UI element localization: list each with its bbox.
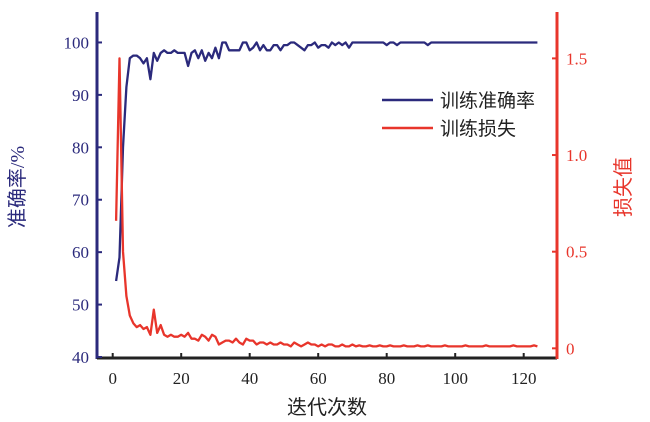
y-axis-label-right: 损失值 <box>612 157 635 217</box>
axes: 0 20 40 60 80 100 120 40 50 60 70 80 90 100 0 0.5 1.0 1.5 <box>64 12 587 388</box>
legend-label-accuracy: 训练准确率 <box>440 90 535 112</box>
legend: 训练准确率 训练损失 <box>382 90 535 140</box>
x-tick-label: 0 <box>108 369 117 388</box>
loss-series-line <box>114 57 538 348</box>
y-right-tick-label: 1.5 <box>566 49 587 68</box>
plot-lines <box>114 41 538 348</box>
y-left-tick-label: 80 <box>72 138 89 157</box>
x-tick-label: 60 <box>310 369 327 388</box>
y-left-tick-label: 100 <box>64 33 90 52</box>
y-right-tick-label: 0.5 <box>566 243 587 262</box>
y-left-tick-label: 50 <box>72 296 89 315</box>
y-axis-label-left: 准确率/% <box>6 146 29 228</box>
y-left-tick-label: 40 <box>72 348 89 367</box>
y-right-tick-label: 1.0 <box>566 146 587 165</box>
x-tick-label: 40 <box>241 369 258 388</box>
x-tick-label: 20 <box>173 369 190 388</box>
legend-label-loss: 训练损失 <box>440 118 516 140</box>
y-left-tick-label: 70 <box>72 191 89 210</box>
x-tick-label: 120 <box>511 369 537 388</box>
y-right-tick-label: 0 <box>566 339 575 358</box>
x-tick-label: 100 <box>442 369 468 388</box>
y-left-tick-label: 60 <box>72 243 89 262</box>
y-left-tick-label: 90 <box>72 86 89 105</box>
accuracy-series-line <box>114 41 538 282</box>
x-tick-label: 80 <box>378 369 395 388</box>
x-axis-label: 迭代次数 <box>287 396 367 419</box>
